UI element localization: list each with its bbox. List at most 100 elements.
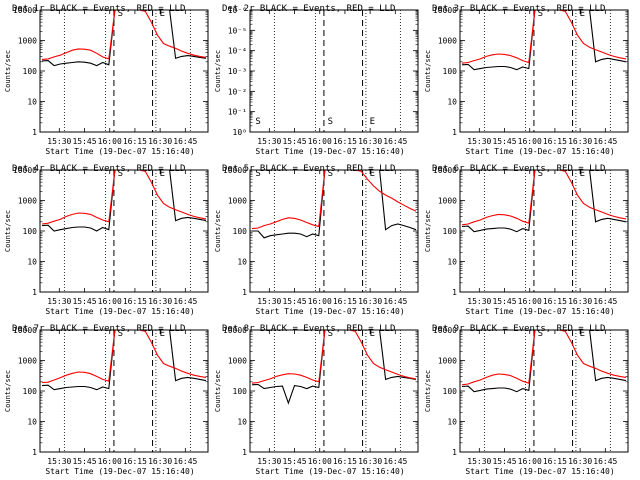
x-tick-label: 16:15: [333, 137, 357, 146]
y-axis-label: Counts/sec: [4, 50, 12, 92]
y-axis-label: Counts/sec: [4, 210, 12, 252]
x-axis-label: Start Time (19-Dec-07 15:16:40): [465, 307, 614, 316]
interval-marker-label: S: [328, 117, 333, 127]
panel-6: Det 6r BLACK = Events, RED = LLD 1 10 100 10…: [424, 164, 629, 316]
x-axis-label: Start Time (19-Dec-07 15:16:40): [255, 307, 404, 316]
x-tick-label: 15:30: [257, 137, 281, 146]
interval-marker-label: S: [328, 169, 333, 179]
interval-marker-label: S: [118, 329, 123, 339]
panel-title: Det 5r BLACK = Events, RED = LLD: [222, 164, 395, 174]
panel-title: Det 9r BLACK = Events, RED = LLD: [432, 324, 605, 334]
y-tick-label: 10: [27, 98, 37, 107]
x-tick-label: 16:30: [358, 297, 382, 306]
plot-frame: [459, 169, 629, 293]
x-tick-label: 16:00: [308, 137, 332, 146]
x-tick-label: 16:30: [148, 297, 172, 306]
x-tick-label: 15:45: [72, 297, 96, 306]
lld-series-line: [461, 329, 627, 386]
interval-marker-label: S: [538, 329, 543, 339]
y-tick-label: 1000: [18, 37, 37, 46]
x-tick-label: 15:45: [72, 457, 96, 466]
x-tick-label: 15:30: [47, 137, 71, 146]
lld-series-line: [251, 329, 417, 384]
y-tick-label: 10000: [433, 166, 457, 175]
panel-9: Det 9r BLACK = Events, RED = LLD 1 10 100 10…: [424, 324, 629, 476]
x-tick-label: 16:15: [543, 137, 567, 146]
y-tick-label: 1: [452, 448, 457, 457]
x-tick-label: 15:45: [492, 137, 516, 146]
y-tick-label: 10: [447, 418, 457, 427]
events-series-line: [41, 329, 207, 391]
x-tick-label: 16:15: [543, 297, 567, 306]
y-axis-label: Counts/sec: [214, 370, 222, 412]
x-tick-label: 16:00: [308, 297, 332, 306]
panel-title: Det 6r BLACK = Events, RED = LLD: [432, 164, 605, 174]
events-series-line: [252, 169, 417, 239]
y-tick-label: 1000: [228, 357, 247, 366]
x-tick-label: 16:15: [123, 297, 147, 306]
x-tick-label: 16:45: [593, 297, 617, 306]
interval-marker-label: S: [255, 169, 260, 179]
y-tick-label: 1000: [438, 357, 457, 366]
x-tick-label: 16:00: [98, 137, 122, 146]
x-axis-label: Start Time (19-Dec-07 15:16:40): [45, 307, 194, 316]
x-tick-label: 15:30: [257, 297, 281, 306]
x-tick-label: 16:30: [148, 137, 172, 146]
y-tick-label: 100: [23, 227, 38, 236]
panel-4: Det 4r BLACK = Events, RED = LLD 1 10 100 10…: [4, 164, 209, 316]
panel-title: Det 1r BLACK = Events, RED = LLD: [12, 4, 185, 14]
panel-5: Det 5r BLACK = Events, RED = LLD 1 10 100 10…: [214, 164, 419, 316]
y-tick-label: 1: [32, 288, 37, 297]
x-tick-label: 16:45: [383, 457, 407, 466]
x-tick-label: 15:30: [467, 457, 491, 466]
x-axis-label: Start Time (19-Dec-07 15:16:40): [255, 467, 404, 476]
lld-series-line: [41, 9, 207, 60]
x-tick-label: 15:30: [47, 297, 71, 306]
interval-marker-label: S: [538, 169, 543, 179]
x-axis-label: Start Time (19-Dec-07 15:16:40): [45, 467, 194, 476]
x-tick-label: 15:45: [492, 457, 516, 466]
interval-marker-label: E: [580, 169, 585, 179]
y-tick-label: 10⁻⁵: [228, 26, 247, 35]
y-axis-label: Counts/sec: [424, 210, 432, 252]
events-series-line: [41, 9, 207, 67]
y-tick-label: 10: [27, 418, 37, 427]
y-tick-label: 10⁰: [233, 128, 247, 137]
y-tick-label: 1: [452, 128, 457, 137]
lld-series-line: [251, 169, 417, 230]
interval-marker-label: E: [370, 329, 375, 339]
y-tick-label: 1: [32, 448, 37, 457]
y-tick-label: 1: [32, 128, 37, 137]
x-axis-label: Start Time (19-Dec-07 15:16:40): [465, 147, 614, 156]
events-series-line: [461, 9, 627, 71]
y-tick-label: 10000: [13, 6, 37, 15]
panel-title: Det 2r BLACK = Events, RED = LLD: [222, 4, 395, 14]
y-tick-label: 10: [27, 258, 37, 267]
x-tick-label: 16:45: [383, 137, 407, 146]
y-tick-label: 10⁻³: [228, 67, 247, 76]
y-tick-label: 10: [237, 418, 247, 427]
interval-marker-label: S: [255, 117, 260, 127]
panel-8: Det 8r BLACK = Events, RED = LLD 1 10 100 10…: [214, 324, 419, 476]
x-tick-label: 16:15: [543, 457, 567, 466]
plot-frame: [249, 169, 419, 293]
x-tick-label: 15:45: [72, 137, 96, 146]
x-tick-label: 16:45: [383, 297, 407, 306]
y-tick-label: 10⁻⁴: [228, 47, 247, 56]
y-tick-label: 10000: [433, 6, 457, 15]
lld-series-line: [41, 329, 207, 384]
y-tick-label: 10000: [13, 326, 37, 335]
events-series-line: [41, 169, 207, 232]
x-tick-label: 16:30: [568, 137, 592, 146]
events-series-line: [251, 329, 417, 405]
x-tick-label: 16:00: [518, 457, 542, 466]
y-tick-label: 10⁻⁶: [228, 6, 247, 15]
x-tick-label: 15:30: [47, 457, 71, 466]
plot-frame: [459, 9, 629, 133]
y-tick-label: 1000: [228, 197, 247, 206]
panel-3: Det 3r BLACK = Events, RED = LLD 1 10 100 10…: [424, 4, 629, 156]
interval-marker-label: E: [580, 9, 585, 19]
y-tick-label: 10000: [223, 326, 247, 335]
y-tick-label: 10: [447, 258, 457, 267]
x-tick-label: 15:45: [282, 457, 306, 466]
